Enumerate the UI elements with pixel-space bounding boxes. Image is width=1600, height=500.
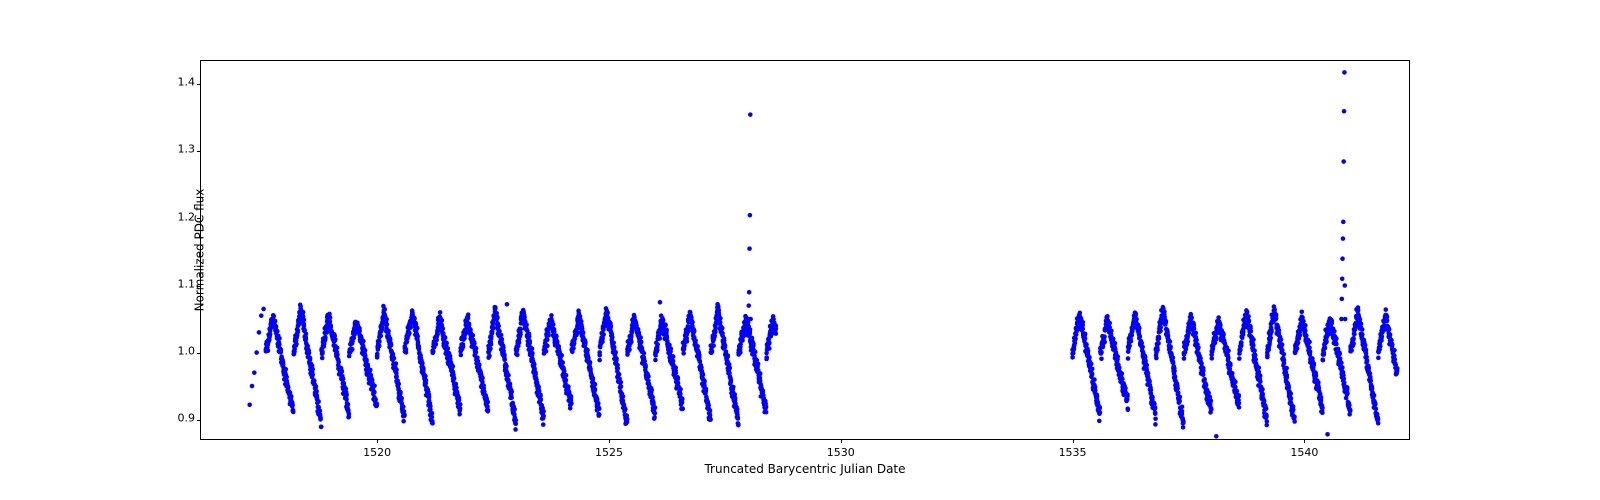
y-tick-label: 1.2 bbox=[171, 210, 195, 223]
x-tick-label: 1535 bbox=[1059, 446, 1087, 459]
x-tick-mark bbox=[1073, 439, 1074, 443]
y-tick-mark bbox=[197, 151, 201, 152]
y-tick-mark bbox=[197, 420, 201, 421]
y-tick-label: 1.0 bbox=[171, 344, 195, 357]
plot-area: 152015251530153515400.91.01.11.21.31.4 bbox=[200, 60, 1410, 440]
x-tick-label: 1540 bbox=[1290, 446, 1318, 459]
x-tick-label: 1530 bbox=[827, 446, 855, 459]
lightcurve-chart: 152015251530153515400.91.01.11.21.31.4 T… bbox=[200, 60, 1410, 440]
scatter-points bbox=[201, 61, 1411, 441]
y-tick-mark bbox=[197, 84, 201, 85]
x-tick-mark bbox=[609, 439, 610, 443]
y-tick-label: 1.4 bbox=[171, 76, 195, 89]
y-tick-label: 1.1 bbox=[171, 277, 195, 290]
x-tick-mark bbox=[841, 439, 842, 443]
x-tick-mark bbox=[377, 439, 378, 443]
x-tick-label: 1520 bbox=[363, 446, 391, 459]
y-tick-mark bbox=[197, 353, 201, 354]
y-tick-label: 0.9 bbox=[171, 411, 195, 424]
y-axis-label: Normalized PDC flux bbox=[192, 189, 206, 312]
x-axis-label: Truncated Barycentric Julian Date bbox=[704, 462, 905, 476]
x-tick-label: 1525 bbox=[595, 446, 623, 459]
y-tick-label: 1.3 bbox=[171, 143, 195, 156]
x-tick-mark bbox=[1304, 439, 1305, 443]
